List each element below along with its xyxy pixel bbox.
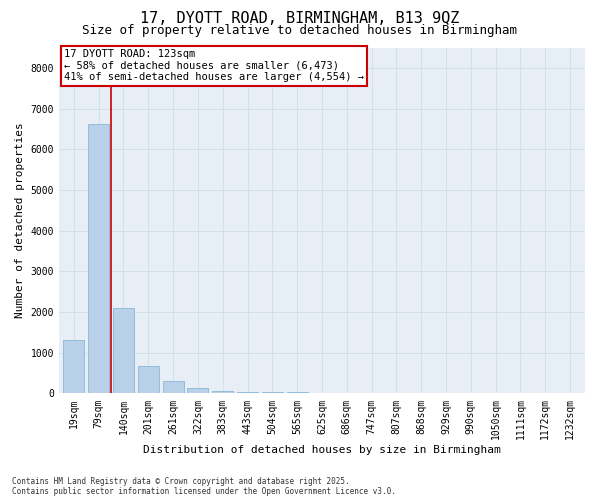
Bar [262,392,283,394]
Bar [88,124,109,394]
Bar [237,392,258,394]
X-axis label: Distribution of detached houses by size in Birmingham: Distribution of detached houses by size … [143,445,501,455]
Bar [63,340,85,394]
Bar [138,366,159,394]
Bar [113,308,134,394]
Bar [212,390,233,394]
Text: 17 DYOTT ROAD: 123sqm
← 58% of detached houses are smaller (6,473)
41% of semi-d: 17 DYOTT ROAD: 123sqm ← 58% of detached … [64,49,364,82]
Bar [287,392,308,394]
Text: Size of property relative to detached houses in Birmingham: Size of property relative to detached ho… [83,24,517,37]
Y-axis label: Number of detached properties: Number of detached properties [15,122,25,318]
Text: 17, DYOTT ROAD, BIRMINGHAM, B13 9QZ: 17, DYOTT ROAD, BIRMINGHAM, B13 9QZ [140,11,460,26]
Bar [163,381,184,394]
Bar [187,388,208,394]
Text: Contains HM Land Registry data © Crown copyright and database right 2025.
Contai: Contains HM Land Registry data © Crown c… [12,476,396,496]
